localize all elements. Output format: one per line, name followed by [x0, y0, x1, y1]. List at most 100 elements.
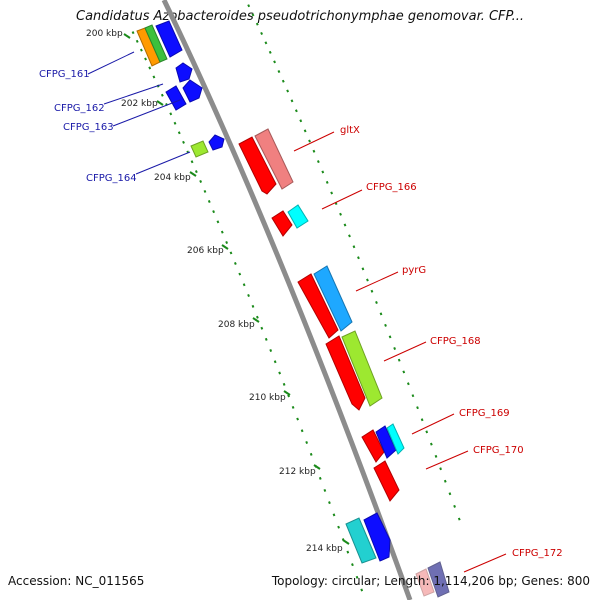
track-dot	[203, 189, 207, 193]
track-dot	[182, 140, 185, 144]
track-dot	[190, 160, 194, 164]
gene-feature[interactable]	[313, 265, 353, 332]
track-dot	[229, 251, 233, 255]
label-leader	[411, 413, 455, 435]
gene-label[interactable]: CFPG_166	[366, 182, 417, 193]
track-dot	[277, 70, 281, 74]
track-dot	[384, 323, 387, 327]
gene-label[interactable]: CFPG_162	[54, 103, 105, 114]
gene-feature[interactable]	[254, 128, 294, 190]
gene-feature[interactable]	[144, 24, 168, 63]
track-dot	[393, 347, 397, 350]
track-dot	[139, 48, 143, 52]
kbp-tick-mark	[283, 390, 291, 396]
gene-feature[interactable]	[341, 330, 383, 407]
track-dot	[375, 301, 378, 305]
track-dot	[207, 199, 211, 203]
length-info: Length: 1,114,206 bp	[384, 574, 514, 588]
gene-feature[interactable]	[165, 85, 187, 111]
gene-feature[interactable]	[182, 79, 203, 103]
kbp-tick-mark	[156, 100, 164, 106]
kbp-tick-label: 204 kbp	[154, 173, 191, 183]
genome-title: Candidatus Azobacteroides pseudotrichony…	[76, 9, 524, 24]
track-dot	[388, 335, 392, 339]
gene-feature[interactable]	[155, 20, 183, 58]
gene-feature[interactable]	[427, 561, 450, 598]
track-dot	[300, 429, 304, 433]
label-leader	[463, 553, 507, 573]
track-dot	[328, 501, 331, 505]
label-leader	[321, 189, 363, 210]
track-dot	[453, 504, 456, 508]
gene-feature[interactable]	[190, 140, 209, 158]
gene-label[interactable]: CFPG_164	[86, 173, 137, 184]
gene-feature[interactable]	[415, 568, 435, 597]
gene-label[interactable]: CFPG_170	[473, 445, 524, 456]
track-dot	[260, 326, 264, 330]
gene-feature[interactable]	[345, 517, 377, 564]
track-dot	[169, 112, 173, 116]
track-dot	[238, 272, 242, 276]
gene-feature[interactable]	[386, 423, 405, 455]
track-dot	[282, 382, 286, 386]
gene-feature[interactable]	[373, 460, 400, 502]
track-dot	[425, 430, 429, 434]
track-dot	[144, 57, 147, 61]
track-dot	[323, 488, 327, 492]
track-dot	[194, 170, 198, 174]
gene-label[interactable]: pyrG	[402, 265, 426, 276]
gene-feature[interactable]	[297, 273, 339, 339]
track-dot	[268, 50, 272, 54]
track-dot	[287, 394, 290, 398]
track-dot	[299, 119, 303, 123]
left-genes	[136, 20, 225, 158]
kbp-tick-mark	[342, 539, 350, 545]
track-dot	[260, 31, 264, 35]
gene-feature[interactable]	[287, 204, 309, 229]
track-dot	[135, 39, 139, 43]
kbp-tick-label: 202 kbp	[121, 99, 158, 109]
track-dot	[303, 129, 307, 133]
kbp-tick-label: 210 kbp	[249, 393, 286, 403]
track-dot	[411, 394, 415, 398]
gene-feature[interactable]	[363, 512, 391, 562]
label-leader	[355, 271, 399, 292]
gene-feature[interactable]	[271, 210, 293, 237]
gene-label[interactable]: CFPG_161	[39, 69, 90, 80]
kbp-tick-mark	[313, 464, 321, 470]
track-dot	[360, 588, 364, 592]
track-dot	[420, 418, 424, 422]
gene-label[interactable]: CFPG_169	[459, 408, 510, 419]
track-dot	[309, 452, 313, 456]
track-dot	[379, 312, 383, 316]
track-dot	[434, 454, 438, 458]
track-dot	[430, 442, 433, 446]
right-labels: gltX CFPG_166 pyrG CFPG_168 CFPG_169 CFP…	[293, 125, 563, 573]
track-dot	[177, 131, 181, 135]
track-dot	[278, 371, 282, 375]
gene-feature[interactable]	[238, 136, 277, 195]
gene-label[interactable]: CFPG_168	[430, 336, 481, 347]
track-dot	[264, 41, 268, 45]
kbp-tick-label: 206 kbp	[187, 246, 224, 256]
track-dot	[273, 360, 277, 364]
track-dot	[255, 22, 259, 26]
gene-feature[interactable]	[208, 134, 225, 151]
gene-label[interactable]: gltX	[340, 125, 360, 136]
gene-feature[interactable]	[325, 335, 366, 411]
gene-label[interactable]: CFPG_172	[512, 548, 563, 559]
gene-feature[interactable]	[175, 62, 193, 83]
kbp-tick-label: 208 kbp	[218, 320, 255, 330]
track-dot	[291, 405, 295, 409]
track-dot	[321, 170, 325, 174]
right-genes	[238, 128, 450, 598]
genes-info: Genes: 800	[521, 574, 590, 588]
kbp-tick-mark	[123, 33, 131, 39]
track-dot	[233, 261, 237, 265]
track-dot	[397, 358, 401, 362]
track-dot	[416, 406, 419, 410]
accession-info: Accession: NC_011565	[8, 574, 145, 588]
gene-label[interactable]: CFPG_163	[63, 122, 114, 133]
track-dot	[406, 382, 410, 386]
track-dot	[332, 513, 336, 517]
